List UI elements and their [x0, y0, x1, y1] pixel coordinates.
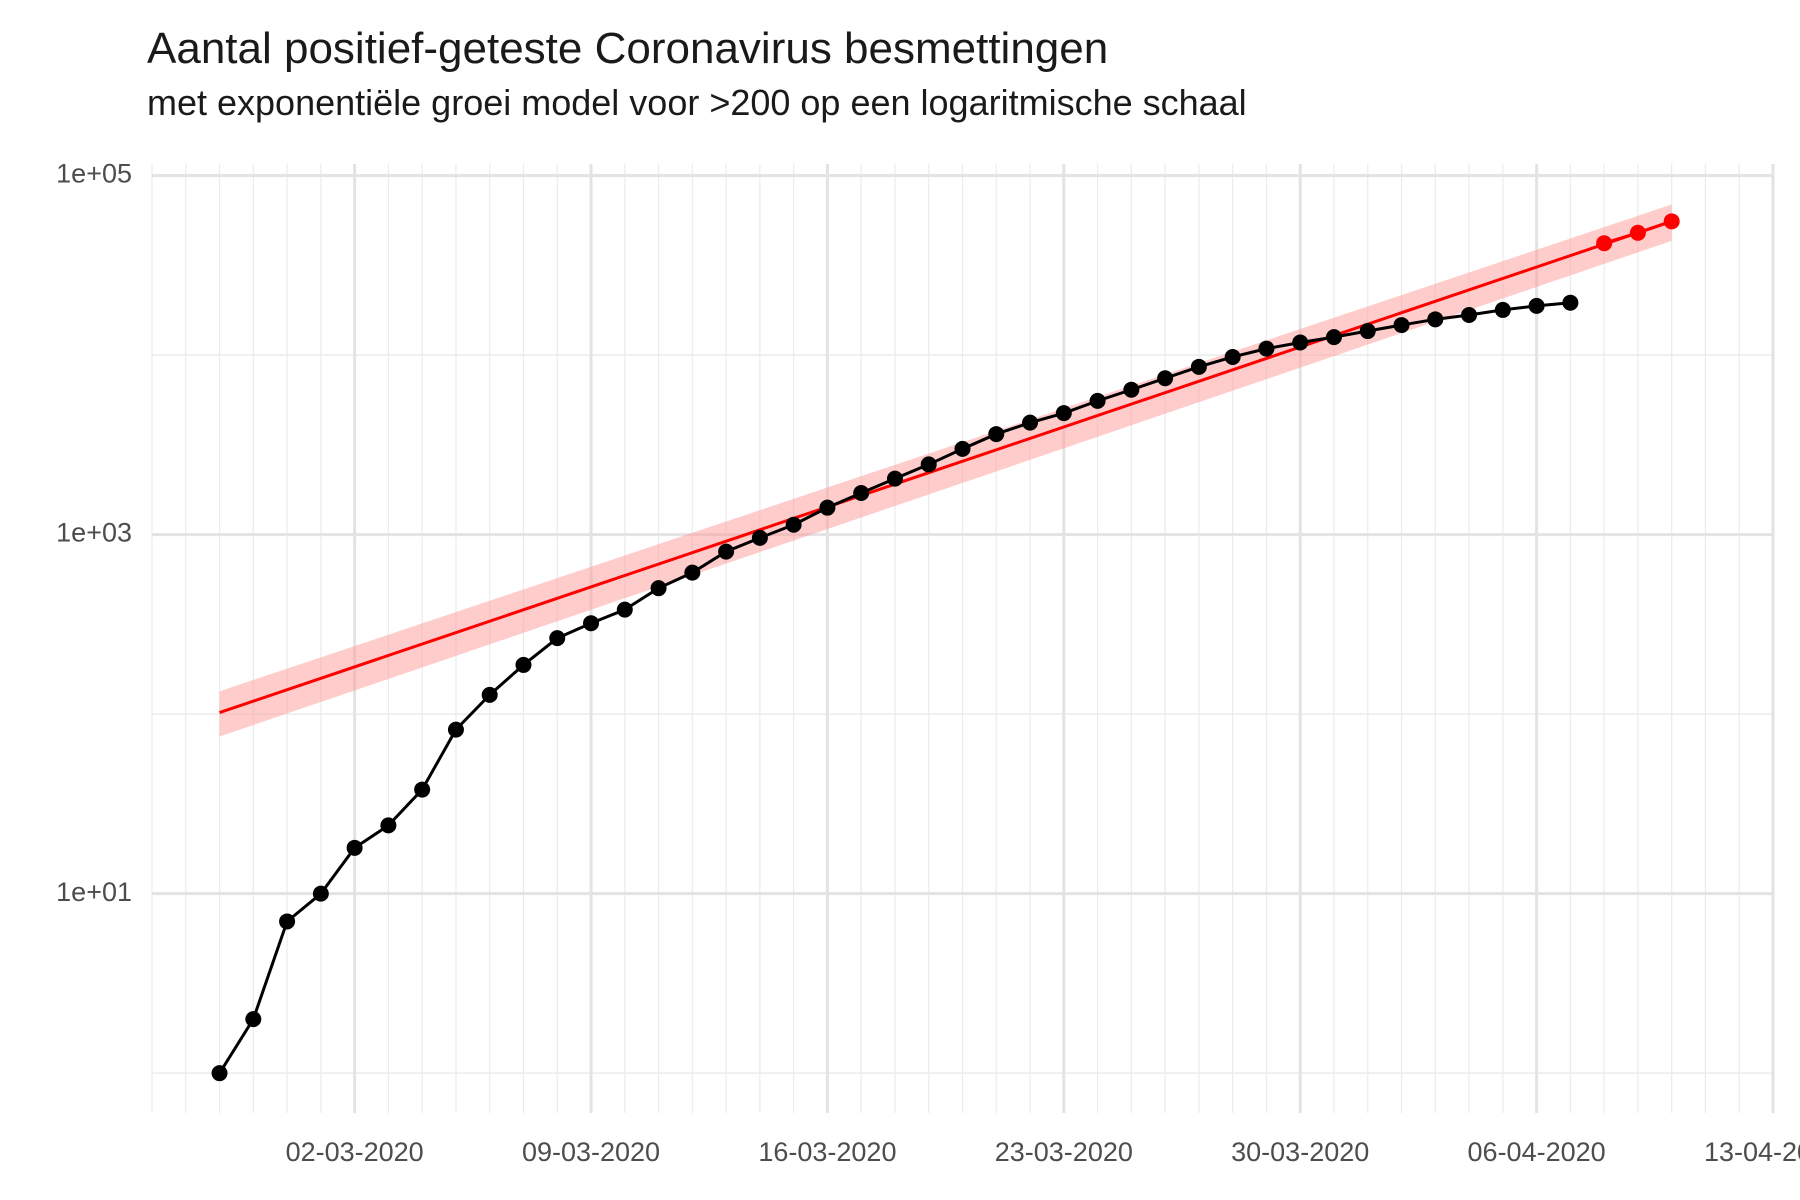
data-point — [583, 615, 600, 632]
data-point — [650, 580, 667, 597]
data-point — [1427, 311, 1444, 328]
data-point — [1224, 348, 1241, 365]
data-point — [414, 781, 431, 798]
data-point — [1325, 329, 1342, 346]
x-tick-label: 09-03-2020 — [522, 1137, 660, 1167]
data-point — [1596, 235, 1613, 252]
data-point — [886, 470, 903, 487]
data-point — [954, 440, 971, 457]
data-point — [1528, 297, 1545, 314]
chart-subtitle: met exponentiële groei model voor >200 o… — [147, 82, 1247, 123]
data-point — [988, 426, 1005, 443]
data-point — [785, 516, 802, 533]
data-point — [920, 456, 937, 473]
data-point — [1157, 370, 1174, 387]
data-point — [312, 885, 329, 902]
y-tick-label: 1e+01 — [56, 877, 132, 907]
data-point — [1461, 306, 1478, 323]
data-point — [853, 485, 870, 502]
data-point — [1663, 213, 1680, 230]
data-point — [1089, 392, 1106, 409]
y-tick-label: 1e+05 — [56, 159, 132, 189]
data-point — [718, 543, 735, 560]
data-point — [1562, 294, 1579, 311]
data-point — [1258, 340, 1275, 357]
data-point — [1190, 358, 1207, 375]
data-point — [1055, 405, 1072, 422]
x-tick-label: 23-03-2020 — [995, 1137, 1133, 1167]
data-point — [549, 630, 566, 647]
data-point — [1494, 301, 1511, 318]
chart-title: Aantal positief-geteste Coronavirus besm… — [147, 24, 1108, 73]
data-point — [515, 656, 532, 673]
x-tick-label: 16-03-2020 — [758, 1137, 896, 1167]
data-point — [1022, 414, 1039, 431]
data-point — [1393, 317, 1410, 334]
data-point — [1629, 224, 1646, 241]
x-tick-label: 02-03-2020 — [286, 1137, 424, 1167]
fit-line — [219, 219, 1673, 715]
data-point — [616, 601, 633, 618]
x-tick-label: 30-03-2020 — [1231, 1137, 1369, 1167]
data-point — [1292, 334, 1309, 351]
data-point — [1359, 323, 1376, 340]
data-point — [279, 913, 296, 930]
data-point — [380, 817, 397, 834]
data-point — [447, 721, 464, 738]
data-point — [819, 499, 836, 516]
x-tick-label: 06-04-2020 — [1468, 1137, 1606, 1167]
data-point — [684, 564, 701, 581]
data-point — [751, 529, 768, 546]
x-tick-label: 13-04-2020 — [1704, 1137, 1800, 1167]
data-point — [481, 686, 498, 703]
data-point — [346, 839, 363, 856]
data-point — [211, 1065, 228, 1082]
data-point — [245, 1011, 262, 1028]
data-point — [1123, 381, 1140, 398]
confidence-band — [219, 204, 1672, 737]
y-tick-label: 1e+03 — [56, 518, 132, 548]
